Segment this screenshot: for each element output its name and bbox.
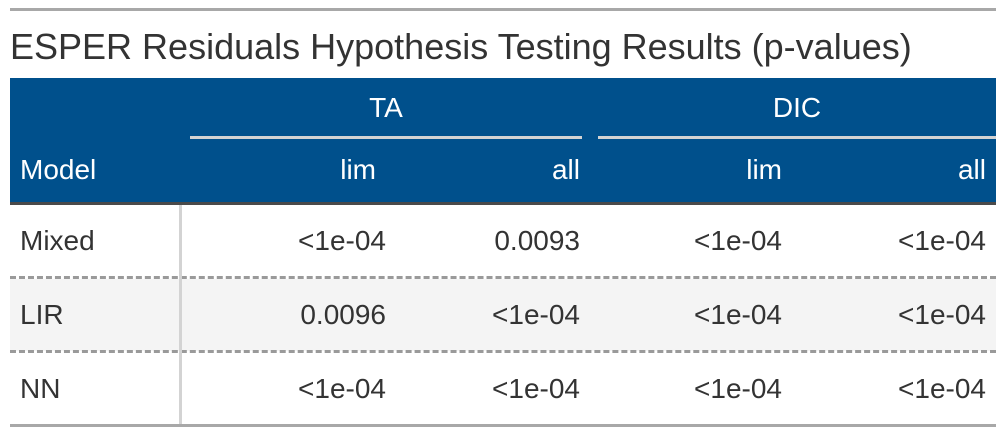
cell-ta-lim: <1e-04 [298, 373, 386, 404]
table-row: LIR 0.0096 <1e-04 <1e-04 <1e-04 [10, 279, 996, 351]
cell-dic-all: <1e-04 [898, 225, 986, 256]
table-top-rule [10, 8, 996, 11]
table-title: ESPER Residuals Hypothesis Testing Resul… [10, 26, 912, 67]
column-header-ta-all: all [551, 154, 580, 185]
column-header-dic-lim: lim [746, 154, 782, 185]
cell-dic-all: <1e-04 [898, 299, 986, 330]
header-bottom-rule [10, 202, 996, 205]
cell-model: Mixed [20, 225, 95, 256]
spanner-ta: TA [369, 92, 403, 123]
cell-ta-lim: 0.0096 [300, 299, 386, 330]
cell-dic-lim: <1e-04 [694, 299, 782, 330]
spanner-dic: DIC [772, 92, 822, 123]
cell-dic-lim: <1e-04 [694, 373, 782, 404]
cell-model: NN [20, 373, 61, 404]
cell-dic-lim: <1e-04 [694, 225, 782, 256]
row-separator [10, 350, 996, 353]
spanner-ta-underline [190, 136, 582, 139]
cell-ta-lim: <1e-04 [298, 225, 386, 256]
table-row: NN <1e-04 <1e-04 <1e-04 <1e-04 [10, 353, 996, 425]
spanner-dic-underline [598, 136, 996, 139]
cell-model: LIR [20, 299, 64, 330]
column-header-dic-all: all [957, 154, 986, 185]
table-row: Mixed <1e-04 0.0093 <1e-04 <1e-04 [10, 205, 996, 277]
table-bottom-rule [10, 424, 996, 427]
cell-dic-all: <1e-04 [898, 373, 986, 404]
column-header-ta-lim: lim [340, 154, 376, 185]
column-header-model: Model [20, 154, 97, 185]
row-separator [10, 276, 996, 279]
table-header [10, 78, 996, 202]
stub-divider [179, 205, 182, 424]
cell-ta-all: <1e-04 [492, 373, 580, 404]
cell-ta-all: 0.0093 [494, 225, 580, 256]
cell-ta-all: <1e-04 [492, 299, 580, 330]
